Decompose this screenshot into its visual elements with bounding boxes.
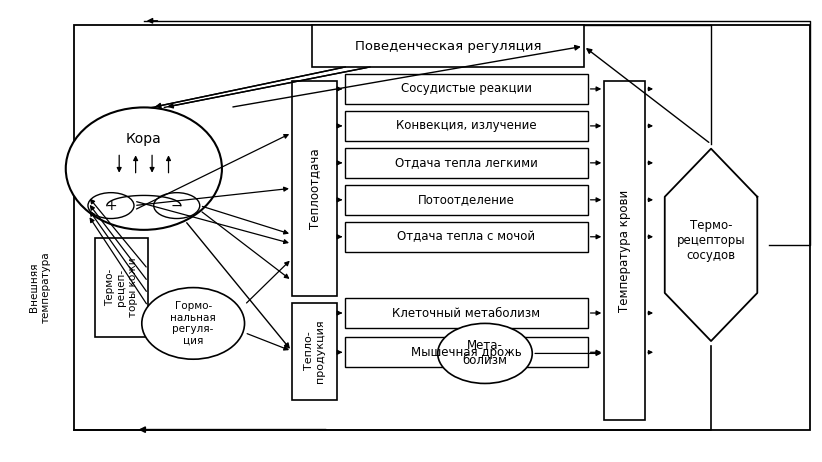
Text: Внешняя
температура: Внешняя температура — [29, 251, 50, 323]
Text: Отдача тепла легкими: Отдача тепла легкими — [395, 156, 538, 170]
Text: Термо-
рецепторы
сосудов: Термо- рецепторы сосудов — [677, 219, 746, 262]
Circle shape — [88, 193, 134, 219]
Polygon shape — [665, 149, 757, 341]
Text: Мышечная дрожь: Мышечная дрожь — [411, 346, 522, 359]
Bar — [604, 81, 645, 420]
Text: Термо-
рецеп-
торы кожи: Термо- рецеп- торы кожи — [104, 258, 138, 317]
Text: Гормо-
нальная
регуля-
ция: Гормо- нальная регуля- ция — [170, 301, 216, 346]
Text: Отдача тепла с мочой: Отдача тепла с мочой — [397, 230, 536, 243]
Text: Кора: Кора — [126, 132, 162, 146]
Bar — [345, 337, 588, 367]
Bar — [345, 111, 588, 141]
Bar — [345, 148, 588, 178]
Ellipse shape — [66, 107, 222, 230]
Text: −: − — [171, 199, 182, 213]
Bar — [345, 185, 588, 215]
Bar — [345, 298, 588, 328]
Circle shape — [154, 193, 200, 219]
Ellipse shape — [437, 323, 532, 383]
Text: Температура крови: Температура крови — [618, 189, 631, 312]
Text: Сосудистые реакции: Сосудистые реакции — [401, 82, 532, 96]
Text: Мета-
болизм: Мета- болизм — [463, 340, 507, 367]
Bar — [292, 303, 337, 400]
Text: +: + — [105, 199, 117, 213]
Text: Теплоотдача: Теплоотдача — [308, 148, 321, 229]
Bar — [292, 81, 337, 296]
Text: Тепло-
продукция: Тепло- продукция — [303, 319, 326, 383]
Text: Клеточный метаболизм: Клеточный метаболизм — [392, 306, 541, 320]
Bar — [95, 238, 148, 337]
Text: Потоотделение: Потоотделение — [418, 193, 515, 207]
Bar — [345, 74, 588, 104]
Bar — [345, 222, 588, 252]
Text: Поведенческая регуляция: Поведенческая регуляция — [355, 40, 541, 53]
Text: Конвекция, излучение: Конвекция, излучение — [396, 119, 537, 133]
Bar — [74, 25, 810, 430]
Ellipse shape — [141, 287, 245, 359]
Bar — [312, 25, 584, 67]
